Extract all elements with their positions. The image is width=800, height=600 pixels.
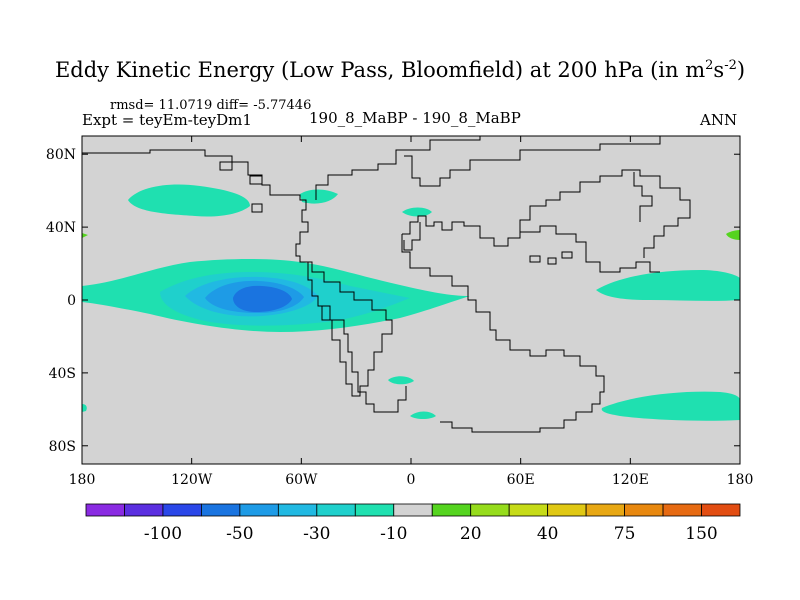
y-tick-label: 40S — [49, 366, 76, 382]
coastline-europe-africa — [404, 135, 740, 187]
contour-neg70-core — [233, 285, 292, 312]
chart-title: Eddy Kinetic Energy (Low Pass, Bloomfiel… — [0, 58, 800, 82]
map-plot: 180 120W 60W 0 60E 120E 180 80N 40N 0 40S 80S — [46, 135, 753, 488]
coastline-south-america — [300, 261, 393, 397]
colorbar-swatch — [662, 503, 702, 517]
contour-neg10-west-pacific — [596, 270, 740, 301]
colorbar-swatch — [624, 503, 664, 517]
coastline-africa — [401, 234, 605, 433]
coastline-arctic-islands — [219, 161, 263, 213]
contour-neg10-north-pacific — [128, 184, 250, 217]
contour-neg10-west-edge-south — [82, 404, 87, 412]
y-tick-label: 80N — [46, 147, 76, 163]
coastline-arabia — [403, 222, 421, 251]
colorbar-label: 40 — [537, 524, 559, 544]
colorbar-label: 150 — [685, 524, 717, 544]
title-sup-m2: 2 — [705, 58, 714, 73]
colorbar-swatch — [277, 503, 318, 517]
contour-neg10-south-atlantic — [410, 411, 436, 419]
colorbar-label: -50 — [226, 524, 253, 544]
colorbar-swatch — [354, 503, 395, 517]
colorbar-label: -30 — [303, 524, 330, 544]
x-tick-label: 180 — [69, 472, 96, 488]
y-tick-label: 0 — [67, 293, 76, 309]
contour-pos20-west-edge — [82, 233, 88, 238]
colorbar-label: 20 — [460, 524, 482, 544]
experiment-label: Expt = teyEm-teyDm1 — [82, 111, 252, 129]
stats-label: rmsd= 11.0719 diff= -5.77446 — [110, 98, 312, 113]
x-tick-label: 0 — [407, 472, 416, 488]
coastline-asia — [519, 169, 691, 258]
colorbar-swatch — [85, 503, 125, 517]
coastlines — [82, 135, 740, 433]
case-label: 190_8_MaBP - 190_8_MaBP — [309, 109, 521, 127]
colorbar-swatch — [162, 503, 202, 517]
coastline-greenland — [315, 136, 481, 200]
colorbar-swatch — [393, 503, 433, 517]
coastline-kamchatka — [633, 172, 653, 222]
colorbar-swatch — [431, 503, 472, 517]
contour-neg10-southern-ocean — [601, 391, 740, 421]
contour-neg10-europe — [402, 207, 432, 217]
x-tick-label: 60W — [285, 472, 318, 488]
colorbar-swatch — [508, 503, 549, 517]
colorbar-swatch — [547, 503, 587, 517]
colorbar-swatch — [701, 503, 741, 517]
coastline-mediterranean — [402, 215, 660, 273]
title-sup-s2: -2 — [724, 58, 737, 73]
colorbar-label: -10 — [380, 524, 407, 544]
coastline-small-islands — [529, 251, 573, 265]
y-tick-label: 80S — [49, 439, 76, 455]
x-tick-label: 120E — [612, 472, 649, 488]
y-tick-label: 40N — [46, 220, 76, 236]
colorbar-swatch — [239, 503, 279, 517]
colorbar-swatch — [470, 503, 510, 517]
title-s: s — [713, 58, 725, 82]
contour-neg10-south-america — [388, 376, 414, 385]
colorbar-swatch — [316, 503, 356, 517]
x-tick-label: 180 — [727, 472, 754, 488]
colorbar-swatch — [124, 503, 164, 517]
contour-pos20-east-edge — [726, 230, 740, 240]
season-label: ANN — [700, 111, 738, 129]
coastline-north-america — [82, 149, 407, 413]
x-tick-label: 60E — [507, 472, 535, 488]
colorbar-label: 75 — [614, 524, 636, 544]
title-close: ) — [736, 58, 746, 82]
colorbar-label: -100 — [144, 524, 182, 544]
title-text: Eddy Kinetic Energy (Low Pass, Bloomfiel… — [54, 58, 706, 82]
colorbar: -100 -50 -30 -10 20 40 75 150 — [85, 503, 741, 544]
axis-ticks: 180 120W 60W 0 60E 120E 180 80N 40N 0 40S 80S — [46, 136, 753, 488]
contour-neg10-north-pacific-east — [300, 189, 338, 204]
colorbar-swatch — [585, 503, 625, 517]
x-tick-label: 120W — [171, 472, 213, 488]
colorbar-swatch — [201, 503, 241, 517]
